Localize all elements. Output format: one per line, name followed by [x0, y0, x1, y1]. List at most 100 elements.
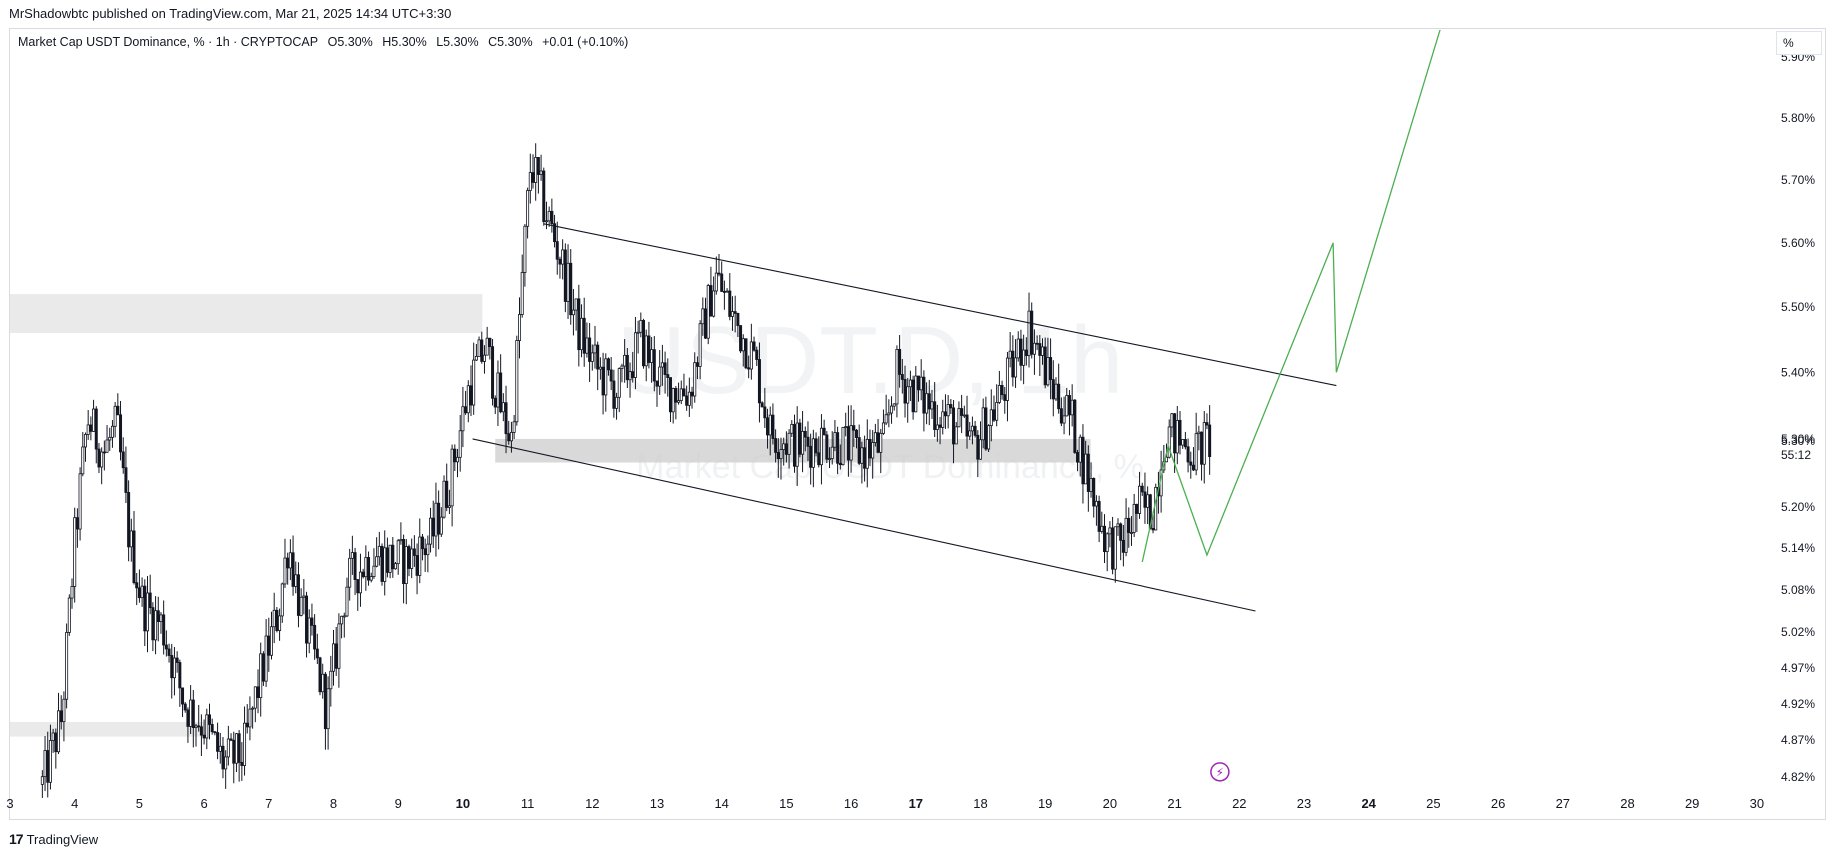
candle-body — [806, 436, 810, 447]
plot-area — [10, 30, 1441, 798]
candle-body — [410, 548, 414, 569]
candle-body — [442, 480, 446, 518]
candle-body — [604, 358, 608, 396]
candle-body — [1078, 436, 1082, 463]
candle-body — [1014, 357, 1018, 378]
candle-body — [566, 262, 570, 302]
candle-body — [898, 349, 902, 375]
y-tick-label: 5.14% — [1781, 541, 1815, 555]
candle-body — [1208, 424, 1212, 457]
candle-body — [1138, 485, 1142, 514]
candle-body — [391, 544, 395, 570]
x-tick-label: 29 — [1685, 796, 1699, 811]
candle-body — [930, 401, 934, 410]
candle-body — [1113, 526, 1117, 570]
percent-scale-button[interactable]: % — [1776, 31, 1822, 55]
candle-body — [1135, 503, 1139, 514]
candle-body — [1183, 439, 1187, 448]
candle-body — [660, 362, 664, 368]
candle-body — [70, 586, 74, 599]
candle-body — [431, 517, 435, 537]
candle-body — [879, 432, 883, 453]
candle-body — [175, 657, 179, 663]
candle-body — [698, 323, 702, 367]
candle-body — [75, 517, 79, 530]
candle-body — [116, 405, 120, 416]
candle-body — [714, 272, 718, 292]
x-tick-label: 5 — [136, 796, 143, 811]
candle-body — [110, 425, 114, 438]
candle-body — [987, 425, 991, 450]
candle-body — [121, 451, 125, 469]
candle-body — [1030, 310, 1034, 355]
candle-body — [677, 400, 681, 403]
candle-body — [623, 354, 627, 367]
candle-body — [814, 438, 818, 454]
candle-body — [1027, 310, 1031, 357]
candle-body — [1191, 464, 1195, 471]
candle-body — [426, 543, 430, 556]
support-resistance-zone — [10, 294, 483, 334]
candle-body — [580, 317, 584, 351]
candle-body — [647, 335, 651, 363]
candle-body — [140, 585, 144, 599]
publisher-line: MrShadowbtc published on TradingView.com… — [9, 6, 452, 21]
x-tick-label: 19 — [1038, 796, 1052, 811]
candle-body — [736, 313, 740, 326]
candle-body — [881, 422, 885, 434]
countdown-label: 55:12 — [1781, 448, 1811, 462]
candle-body — [415, 555, 419, 576]
candle-body — [86, 424, 90, 435]
candle-body — [981, 407, 985, 441]
event-bolt-icon: ⚡ — [1216, 765, 1224, 779]
candle-body — [1003, 394, 1007, 401]
candle-body — [377, 545, 381, 558]
legend-symbol[interactable]: Market Cap USDT Dominance, % · 1h · CRYP… — [18, 35, 319, 49]
x-tick-label: 23 — [1297, 796, 1311, 811]
candle-body — [916, 375, 920, 391]
candle-body — [663, 362, 667, 375]
candle-body — [1084, 453, 1088, 485]
candle-body — [571, 309, 575, 316]
candle-body — [434, 502, 438, 537]
candle-body — [1103, 525, 1107, 553]
x-tick-label: 15 — [779, 796, 793, 811]
candle-body — [132, 530, 136, 584]
candle-body — [925, 393, 929, 414]
candle-body — [1173, 413, 1177, 454]
legend-close: C5.30% — [488, 35, 533, 49]
x-tick-label: 10 — [456, 796, 470, 811]
tradingview-logo[interactable]: 17 TradingView — [9, 831, 98, 847]
channel-trendline — [543, 223, 1337, 387]
candle-body — [720, 273, 724, 292]
candle-body — [722, 291, 726, 293]
candle-body — [40, 776, 44, 785]
candle-body — [1127, 517, 1131, 533]
candle-body — [420, 536, 424, 550]
x-tick-label: 6 — [200, 796, 207, 811]
candle-body — [757, 359, 761, 404]
candle-body — [1108, 527, 1112, 535]
candle-body — [952, 407, 956, 445]
candle-body — [329, 670, 333, 690]
candle-body — [1194, 433, 1198, 471]
candle-body — [229, 738, 233, 741]
candle-body — [210, 724, 214, 733]
x-tick-label: 8 — [330, 796, 337, 811]
candle-body — [286, 557, 290, 569]
candle-body — [278, 615, 282, 631]
candle-body — [887, 412, 891, 416]
candle-body — [501, 402, 505, 413]
legend-open: O5.30% — [327, 35, 373, 49]
candle-body — [890, 405, 894, 414]
candle-body — [256, 686, 260, 699]
x-tick-label: 30 — [1750, 796, 1764, 811]
candle-body — [1197, 431, 1201, 435]
candle-body — [218, 745, 222, 752]
candle-body — [197, 725, 201, 728]
candle-body — [965, 414, 969, 437]
candle-body — [747, 367, 751, 370]
y-tick-label: 4.82% — [1781, 770, 1815, 784]
candle-body — [280, 583, 284, 617]
